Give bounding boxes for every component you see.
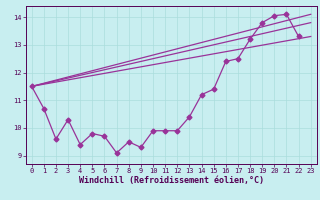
X-axis label: Windchill (Refroidissement éolien,°C): Windchill (Refroidissement éolien,°C) bbox=[79, 176, 264, 185]
